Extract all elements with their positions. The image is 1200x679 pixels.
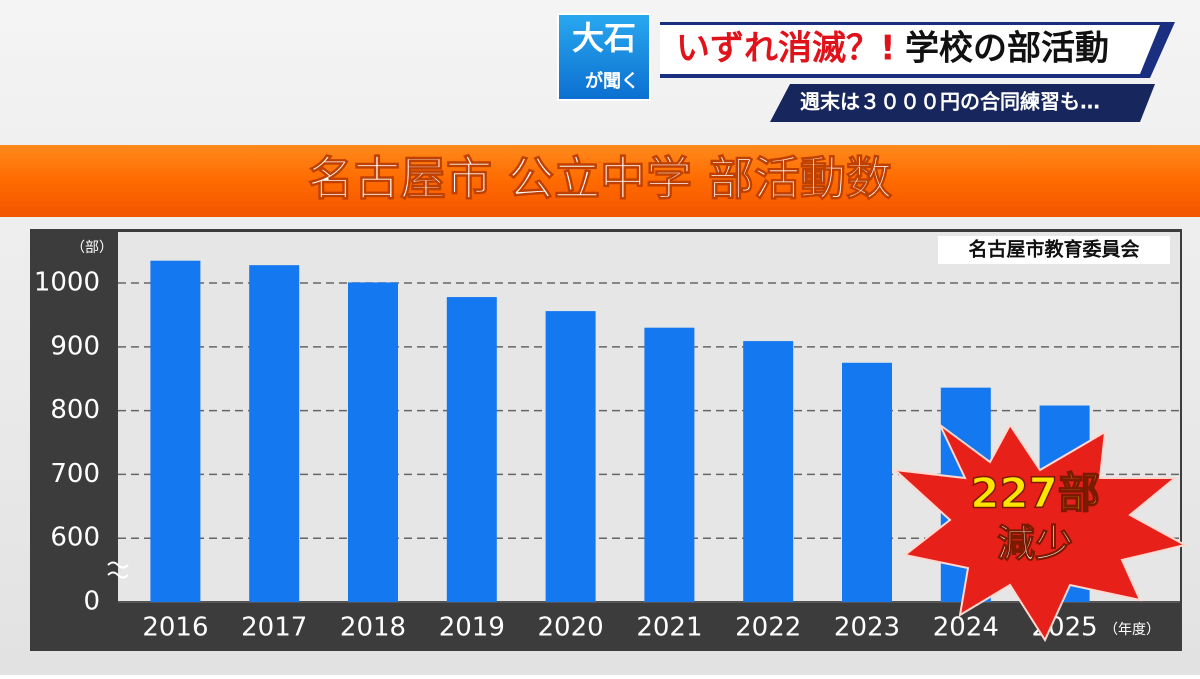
x-tick-label: 2019: [439, 613, 505, 643]
y-tick-label: 600: [50, 523, 100, 553]
bar: [743, 341, 794, 602]
logo-top: 大石: [572, 19, 636, 57]
source-box: [938, 236, 1170, 264]
y-tick-label: 900: [50, 331, 100, 361]
bar: [644, 327, 695, 602]
x-tick-label: 2022: [735, 613, 801, 643]
headline-box: [660, 25, 1160, 74]
x-tick-label: 2017: [241, 613, 307, 643]
starburst: [892, 423, 1188, 643]
annotation-line-2: 減少: [997, 522, 1073, 566]
y-unit: （部）: [71, 240, 113, 256]
y-tick-label: 700: [50, 459, 100, 489]
y-tick-label: 800: [50, 395, 100, 425]
x-tick-label: 2021: [636, 613, 702, 643]
bar: [348, 282, 398, 602]
subheadline-box: [770, 84, 1155, 122]
x-tick-label: 2018: [340, 613, 406, 643]
x-tick-label: 2016: [142, 613, 208, 643]
annotation-line-1: 227部: [970, 469, 1100, 518]
y-tick-label: 0: [83, 587, 100, 617]
annotation: 227部 減少: [892, 423, 1188, 643]
logo-box: [557, 13, 651, 101]
x-unit: （年度）: [1104, 622, 1160, 638]
bar: [446, 297, 497, 602]
headline-black: 学校の部活動: [905, 29, 1109, 69]
source: 名古屋市教育委員会: [968, 238, 1139, 261]
subheadline: 週末は３０００円の合同練習も…: [800, 90, 1100, 114]
logo-bottom: が聞く: [585, 70, 639, 92]
headline-red: いずれ消滅？!: [676, 29, 896, 69]
bar: [545, 311, 596, 602]
chart-title: 名古屋市 公立中学 部活動数: [308, 152, 892, 206]
title-banner: [0, 145, 1200, 217]
x-tick-label: 2020: [538, 613, 604, 643]
x-tick-label: 2023: [834, 613, 900, 643]
bar: [842, 362, 892, 602]
bar: [249, 265, 300, 602]
axis-break: [107, 561, 129, 579]
y-tick-label: 1000: [34, 268, 100, 298]
x-tick-label: 2024: [933, 613, 999, 643]
bar: [150, 260, 201, 602]
